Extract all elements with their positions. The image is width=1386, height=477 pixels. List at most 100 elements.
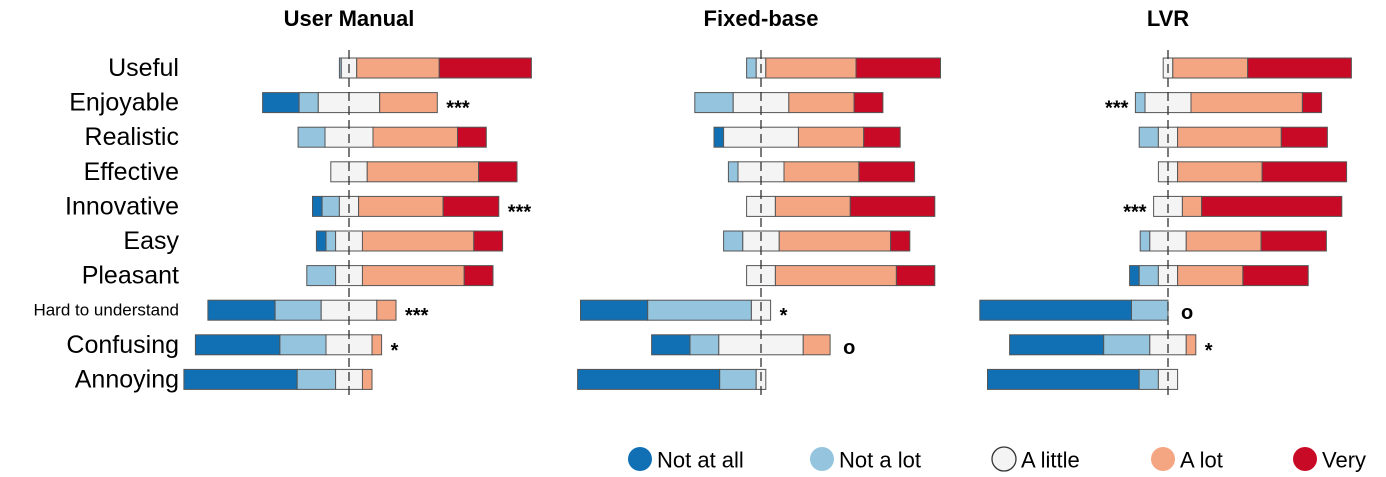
bar-innovative: *** <box>312 195 531 223</box>
bar-segment-not-a-lot <box>274 299 322 321</box>
legend-item-a-lot: A lot <box>1151 447 1223 473</box>
bar-segment-very <box>1242 265 1309 287</box>
bar-segment-very <box>858 161 916 183</box>
bar-segment-not-a-lot <box>723 230 744 252</box>
legend-item-not-a-lot: Not a lot <box>810 447 921 473</box>
row-label-confusing: Confusing <box>66 331 179 359</box>
bar-segment-not-at-all <box>651 334 691 356</box>
bar-innovative <box>746 195 936 217</box>
legend-swatch <box>810 447 834 471</box>
significance-marker: * <box>391 340 399 362</box>
bar-segment-a-lot <box>1172 57 1249 79</box>
bar-annoying <box>987 368 1179 390</box>
legend-label: A lot <box>1180 448 1223 473</box>
legend-label: Very <box>1322 448 1366 473</box>
bar-segment-very <box>1247 57 1352 79</box>
bar-segment-a-lot <box>1185 334 1197 356</box>
bar-segment-a-lot <box>361 368 373 390</box>
bar-segment-not-at-all <box>262 92 300 114</box>
bar-useful <box>338 57 532 79</box>
bar-annoying <box>577 368 767 390</box>
bar-segment-not-a-lot <box>321 195 340 217</box>
bar-annoying <box>183 368 373 390</box>
legend: Not at all Not a lot A little A lot Very <box>628 446 1366 473</box>
bar-segment-a-lot <box>361 265 465 287</box>
significance-marker: o <box>843 337 855 359</box>
bar-segment-not-a-lot <box>306 265 337 287</box>
bar-segment-a-lot <box>765 57 857 79</box>
legend-item-not-at-all: Not at all <box>628 447 744 473</box>
bar-segment-not-at-all <box>1009 334 1105 356</box>
bar-effective <box>727 161 916 183</box>
bar-segment-a-lot <box>366 161 480 183</box>
bar-segment-not-at-all <box>207 299 276 321</box>
bar-pleasant <box>306 265 494 287</box>
bar-segment-a-lot <box>1177 265 1244 287</box>
panel-title: Fixed-base <box>704 6 819 31</box>
bar-enjoyable: *** <box>262 92 470 120</box>
bar-effective <box>1157 161 1348 183</box>
significance-marker: o <box>1181 302 1193 324</box>
row-labels: Useful Enjoyable Realistic Effective Innovat… <box>33 54 179 393</box>
row-label-effective: Effective <box>84 158 179 186</box>
legend-item-a-little: A little <box>991 446 1080 473</box>
row-label-enjoyable: Enjoyable <box>69 89 179 117</box>
bar-segment-not-at-all <box>315 230 327 252</box>
bar-segment-a-lot <box>379 92 438 114</box>
bar-segment-a-lot <box>1190 92 1303 114</box>
panel-lvr: LVR *** *** o * <box>979 6 1352 400</box>
bar-segment-very <box>895 265 936 287</box>
bar-segment-not-a-lot <box>297 126 326 148</box>
bar-segment-not-at-all <box>312 195 323 217</box>
panel-title: LVR <box>1147 6 1189 31</box>
bar-segment-a-lot <box>788 92 855 114</box>
bar-segment-not-a-lot <box>1138 368 1159 390</box>
bar-confusing: o <box>651 334 855 359</box>
panel-user-manual: User Manual********** <box>183 6 532 400</box>
bar-segment-very <box>890 230 911 252</box>
bar-segment-a-lot <box>361 230 475 252</box>
significance-marker: * <box>1205 340 1213 362</box>
bar-segment-not-at-all <box>577 368 721 390</box>
bar-enjoyable <box>694 92 884 114</box>
bar-segment-not-at-all <box>987 368 1140 390</box>
bar-segment-not-at-all <box>713 126 725 148</box>
bar-hard-to-understand: *** <box>207 299 429 327</box>
bar-segment-not-at-all <box>183 368 298 390</box>
bar-segment-very <box>1201 195 1343 217</box>
significance-marker: * <box>780 305 788 327</box>
bar-segment-not-a-lot <box>1131 299 1169 321</box>
legend-swatch <box>1293 447 1317 471</box>
bar-segment-a-lot <box>1177 126 1282 148</box>
bar-pleasant <box>1129 265 1309 287</box>
bar-segment-very <box>853 92 884 114</box>
bar-segment-very <box>473 230 504 252</box>
bar-segment-a-lot <box>358 195 444 217</box>
bar-hard-to-understand: * <box>580 299 788 327</box>
bar-segment-very <box>1261 161 1348 183</box>
legend-swatch <box>1151 447 1175 471</box>
bar-segment-a-lot <box>797 126 865 148</box>
bar-innovative: *** <box>1123 195 1343 223</box>
bar-segment-not-a-lot <box>298 92 319 114</box>
bar-segment-a-lot <box>356 57 440 79</box>
bar-segment-a-lot <box>1181 195 1203 217</box>
significance-marker: *** <box>446 98 470 120</box>
chart-panels: User Manual**********Fixed-base*oLVR****… <box>183 6 1352 400</box>
bar-segment-not-a-lot <box>1134 92 1146 114</box>
bar-segment-very <box>463 265 494 287</box>
row-label-hard-to-understand: Hard to understand <box>33 301 179 320</box>
bar-segment-very <box>478 161 518 183</box>
bar-easy <box>723 230 911 252</box>
bar-segment-not-a-lot <box>296 368 337 390</box>
bar-segment-a-lot <box>783 161 860 183</box>
panel-fixed-base: Fixed-base * o <box>577 6 941 400</box>
bar-segment-a-lot <box>774 195 851 217</box>
row-label-easy: Easy <box>123 227 179 255</box>
bar-segment-a-lot <box>371 334 383 356</box>
bar-segment-not-a-lot <box>1138 126 1159 148</box>
bar-segment-not-a-lot <box>647 299 752 321</box>
bar-segment-a-lot <box>802 334 831 356</box>
bar-segment-not-a-lot <box>689 334 720 356</box>
